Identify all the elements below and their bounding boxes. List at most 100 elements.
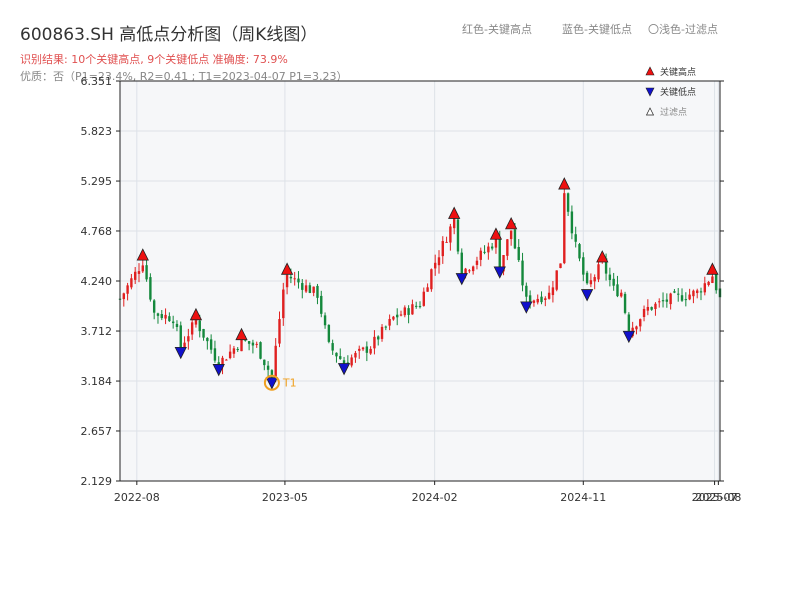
candle: [642, 305, 646, 322]
key-high-marker: [706, 262, 719, 275]
candle-body: [509, 230, 513, 240]
header-legend-low: 蓝色-关键低点: [562, 22, 632, 36]
candle: [437, 250, 441, 274]
candle: [688, 288, 691, 301]
candle-body: [141, 265, 144, 272]
candle-body: [430, 269, 433, 290]
candle-body: [152, 300, 156, 313]
candle-body: [460, 252, 463, 278]
candle: [392, 315, 395, 321]
candle-body: [388, 318, 391, 326]
key-high-marker: [448, 206, 461, 219]
candle: [680, 288, 684, 302]
candle-body: [483, 251, 486, 253]
candle-body: [266, 365, 270, 370]
candle-body: [126, 285, 129, 294]
candle: [350, 354, 353, 368]
candle-body: [198, 320, 201, 332]
axes: 2.129 2.657 3.184 3.712 4.240 4.768 5.295 5.823…: [81, 75, 742, 504]
candle-body: [677, 293, 680, 295]
candle: [274, 338, 277, 383]
candle-body: [559, 263, 562, 269]
candle-body: [342, 360, 346, 364]
candle-body: [335, 352, 338, 357]
candle-body: [316, 285, 319, 298]
candle: [145, 259, 148, 282]
candle-body: [312, 286, 315, 293]
candle-body: [175, 323, 179, 327]
candle-body: [635, 326, 638, 330]
candle-body: [612, 278, 615, 286]
candle: [373, 330, 376, 355]
x-tick-label: 2025-08: [695, 491, 741, 504]
candle-body: [320, 295, 323, 314]
legend-filtered-icon: [645, 107, 655, 116]
candle: [597, 261, 600, 283]
candle: [650, 306, 653, 311]
candle-body: [339, 356, 342, 359]
candle-body: [354, 352, 357, 358]
candle: [365, 341, 369, 362]
candle-body: [358, 348, 361, 351]
candle: [551, 281, 555, 303]
candle-body: [707, 281, 710, 286]
candle-body: [392, 316, 395, 320]
candle-body: [699, 291, 703, 293]
candle: [456, 218, 460, 255]
candle: [316, 283, 319, 305]
candle-body: [228, 351, 232, 359]
candle-body: [449, 226, 452, 243]
key-low-marker: [212, 364, 225, 377]
candle-body: [236, 349, 239, 351]
candle: [582, 252, 585, 282]
candle-body: [661, 300, 665, 302]
candle: [525, 282, 528, 304]
candle-body: [422, 291, 425, 306]
candle-body: [646, 306, 650, 311]
candle-body: [532, 300, 536, 303]
candle-body: [544, 298, 547, 300]
candle-body: [350, 357, 353, 366]
candle: [293, 271, 296, 286]
key-low-marker: [455, 273, 468, 286]
candle-body: [540, 296, 543, 303]
candle: [422, 287, 425, 307]
candle-body: [251, 342, 255, 346]
candle: [665, 293, 669, 308]
candle: [171, 315, 175, 329]
candle: [232, 345, 236, 358]
key-low-marker: [265, 377, 279, 390]
chart-title: 600863.SH 高低点分析图（周K线图）: [20, 25, 317, 45]
candle: [320, 290, 323, 318]
candle: [654, 302, 657, 316]
candle-body: [597, 264, 600, 280]
key-high-marker: [189, 307, 203, 321]
candle-body: [604, 258, 608, 274]
candle-body: [145, 265, 148, 280]
candle: [259, 341, 262, 360]
candle: [399, 310, 403, 317]
candle: [187, 328, 190, 350]
candle: [168, 312, 171, 322]
candle-body: [536, 298, 539, 303]
candle: [703, 276, 707, 296]
candle: [149, 273, 152, 302]
candle-body: [513, 229, 517, 249]
candle: [677, 288, 680, 302]
candle-body: [209, 339, 213, 350]
candle-body: [498, 237, 501, 271]
candle-body: [642, 308, 646, 317]
candle: [589, 273, 593, 288]
candle: [160, 310, 163, 321]
y-tick-label: 2.129: [81, 475, 113, 488]
candle-body: [566, 193, 570, 212]
header-legend-filtered: 〇浅色-过滤点: [648, 22, 718, 36]
candle: [547, 285, 551, 300]
candle: [517, 239, 520, 263]
candle-body: [274, 345, 277, 377]
key-high-marker: [558, 177, 571, 190]
candle: [255, 341, 258, 348]
candle-body: [407, 308, 410, 315]
candle: [282, 282, 285, 326]
